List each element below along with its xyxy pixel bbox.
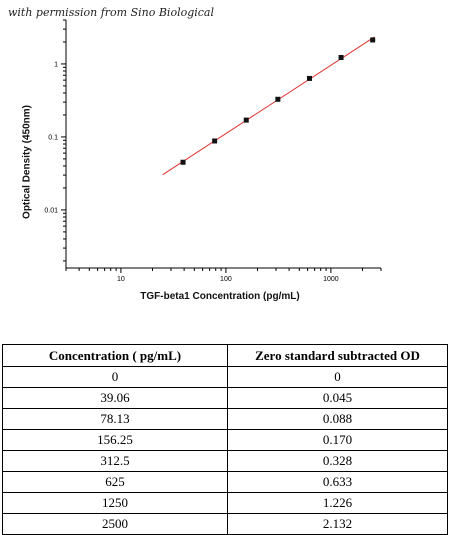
- od-cell: 0.045: [227, 387, 448, 409]
- data-point: [180, 159, 186, 165]
- data-point: [275, 96, 281, 102]
- data-point: [212, 138, 218, 144]
- table-row: 625 0.633: [2, 471, 448, 493]
- od-cell: 2.132: [227, 513, 448, 535]
- concentration-cell: 2500: [2, 513, 228, 535]
- table-row: 0 0: [2, 366, 448, 388]
- table-header-row: Concentration ( pg/mL) Zero standard sub…: [2, 344, 448, 367]
- standard-curve-chart: 10 100 1000 0.01 0.1 1: [44, 19, 382, 283]
- concentration-cell: 312.5: [2, 450, 228, 472]
- concentration-cell: 39.06: [2, 387, 228, 409]
- concentration-cell: 625: [2, 471, 228, 493]
- od-cell: 0.328: [227, 450, 448, 472]
- od-cell: 0.633: [227, 471, 448, 493]
- y-axis-label: Optical Density (450nm): [21, 105, 33, 219]
- x-tick-label: 100: [220, 276, 232, 283]
- table-row: 39.06 0.045: [2, 387, 448, 409]
- x-axis-label: TGF-beta1 Concentration (pg/mL): [140, 291, 300, 302]
- concentration-cell: 0: [2, 366, 228, 388]
- data-point: [338, 54, 344, 60]
- data-table: Concentration ( pg/mL) Zero standard sub…: [2, 344, 448, 535]
- x-tick-label: 10: [117, 276, 125, 283]
- concentration-cell: 156.25: [2, 429, 228, 451]
- table-row: 156.25 0.170: [2, 429, 448, 451]
- concentration-cell: 1250: [2, 492, 228, 514]
- y-tick-label: 0.01: [44, 207, 58, 214]
- concentration-cell: 78.13: [2, 408, 228, 430]
- data-point: [370, 37, 376, 43]
- table-row: 78.13 0.088: [2, 408, 448, 430]
- od-cell: 0.088: [227, 408, 448, 430]
- od-cell: 0.170: [227, 429, 448, 451]
- table-row: 1250 1.226: [2, 492, 448, 514]
- header-od: Zero standard subtracted OD: [227, 344, 448, 367]
- table-row: 312.5 0.328: [2, 450, 448, 472]
- od-cell: 1.226: [227, 492, 448, 514]
- od-cell: 0: [227, 366, 448, 388]
- data-point: [243, 117, 249, 123]
- header-concentration: Concentration ( pg/mL): [2, 344, 228, 367]
- table-row: 2500 2.132: [2, 513, 448, 535]
- y-tick-label: 0.1: [48, 134, 58, 141]
- data-point: [306, 75, 312, 81]
- y-tick-label: 1: [54, 61, 58, 68]
- x-tick-label: 1000: [323, 276, 339, 283]
- credit-text: with permission from Sino Biological: [8, 6, 215, 19]
